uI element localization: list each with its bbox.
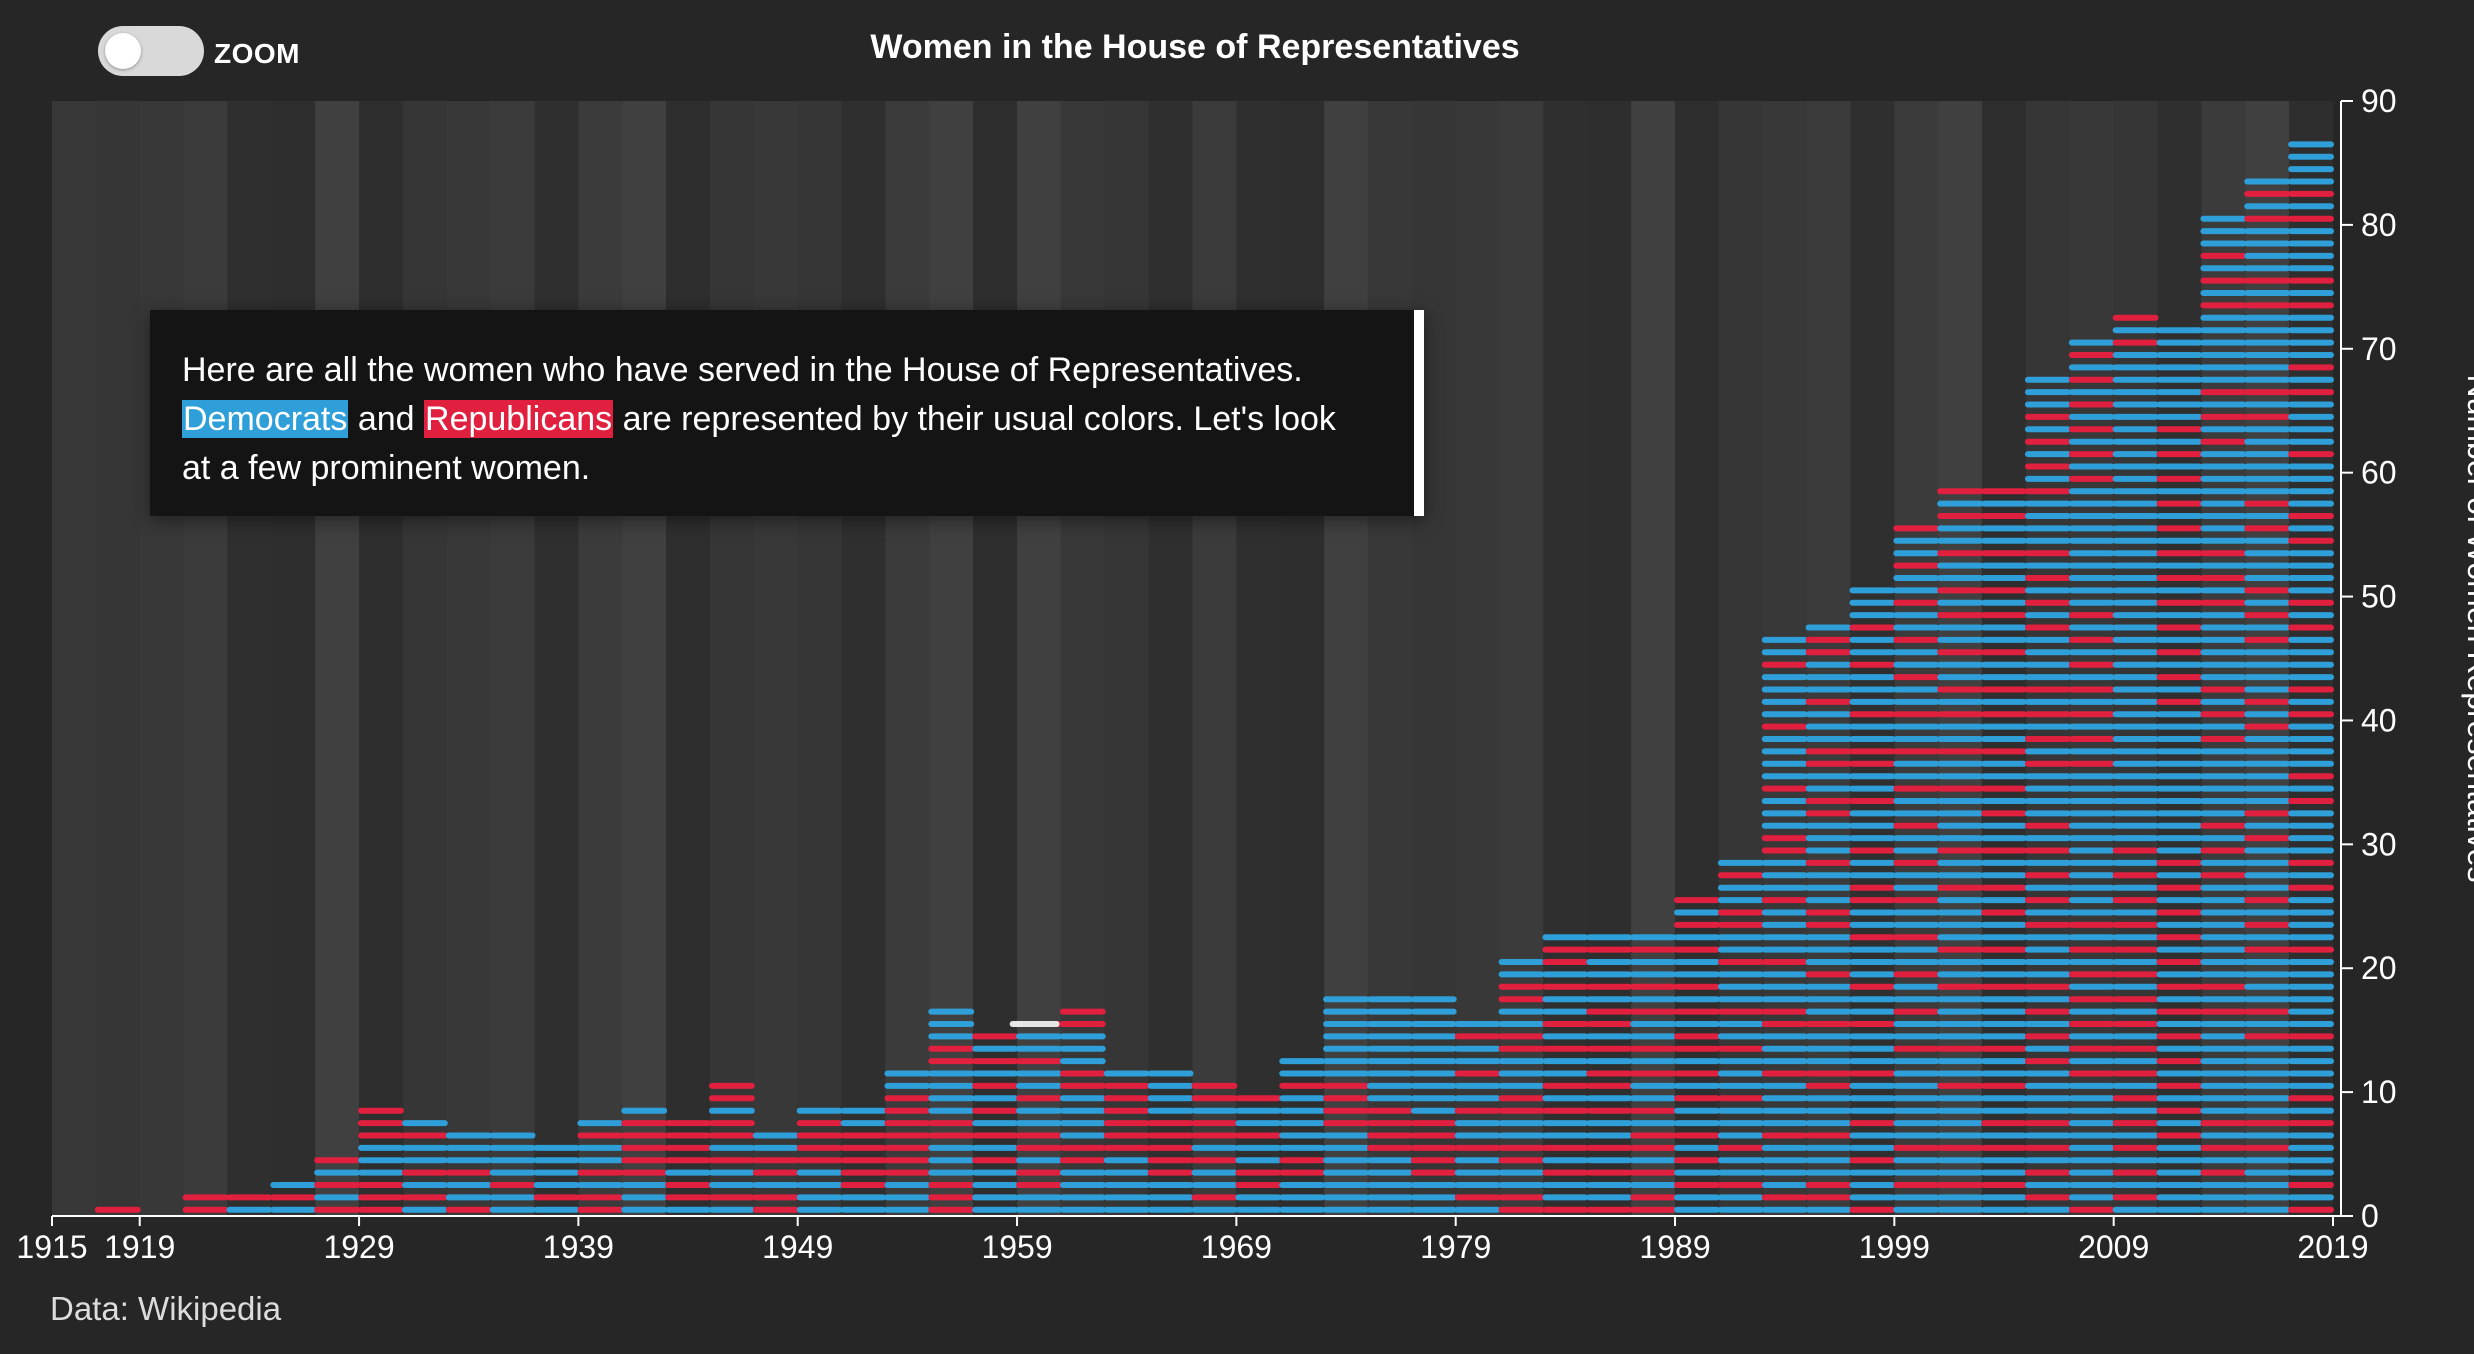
y-tick-label: 50 — [2361, 579, 2397, 615]
year-band — [446, 101, 491, 1216]
year-band — [95, 101, 140, 1216]
year-band — [1280, 101, 1325, 1216]
year-band — [1718, 101, 1763, 1216]
year-band — [1499, 101, 1544, 1216]
x-tick-label: 1959 — [981, 1229, 1052, 1265]
year-band — [1850, 101, 1895, 1216]
year-band — [1455, 101, 1500, 1216]
year-band — [315, 101, 360, 1216]
x-tick-label: 1919 — [104, 1229, 175, 1265]
y-tick-label: 10 — [2361, 1074, 2397, 1110]
x-tick-label: 1999 — [1859, 1229, 1930, 1265]
year-band — [2069, 101, 2114, 1216]
year-band — [1587, 101, 1632, 1216]
year-band — [622, 101, 667, 1216]
year-band — [1148, 101, 1193, 1216]
chart-title: Women in the House of Representatives — [870, 28, 1520, 66]
x-tick-label: 1979 — [1420, 1229, 1491, 1265]
x-tick-label: 1939 — [543, 1229, 614, 1265]
year-band — [1806, 101, 1851, 1216]
year-band — [1894, 101, 1939, 1216]
year-band — [183, 101, 228, 1216]
y-tick-label: 80 — [2361, 207, 2397, 243]
y-tick-label: 60 — [2361, 455, 2397, 491]
year-band — [1017, 101, 1061, 1216]
annotation-sentence-2: are represented by their usual colors. L… — [182, 400, 1336, 487]
x-tick-label: 1989 — [1639, 1229, 1710, 1265]
year-band — [1543, 101, 1588, 1216]
x-tick-label: 2019 — [2297, 1229, 2368, 1265]
x-tick-label: 1915 — [16, 1229, 87, 1265]
x-tick-label: 2009 — [2078, 1229, 2149, 1265]
year-band — [359, 101, 403, 1216]
year-band — [1324, 101, 1368, 1216]
year-band — [1938, 101, 1983, 1216]
year-band — [2157, 101, 2202, 1216]
year-band — [1762, 101, 1807, 1216]
year-band — [490, 101, 535, 1216]
annotation-connector: and — [357, 400, 415, 438]
year-band — [271, 101, 316, 1216]
year-band — [2201, 101, 2246, 1216]
zoom-toggle-label: ZOOM — [214, 38, 300, 69]
republicans-highlight: Republicans — [424, 400, 614, 438]
year-band — [2113, 101, 2158, 1216]
year-band — [2245, 101, 2290, 1216]
year-band — [666, 101, 710, 1216]
democrats-highlight: Democrats — [182, 400, 349, 438]
y-tick-label: 40 — [2361, 702, 2397, 738]
year-band — [2025, 101, 2070, 1216]
y-tick-label: 0 — [2361, 1198, 2379, 1234]
service-lines — [94, 141, 2334, 1213]
year-band — [885, 101, 930, 1216]
year-band — [52, 101, 96, 1216]
y-tick-label: 70 — [2361, 331, 2397, 367]
year-band — [841, 101, 886, 1216]
zoom-toggle[interactable] — [98, 26, 204, 76]
year-band — [227, 101, 272, 1216]
year-band — [1367, 101, 1412, 1216]
year-band — [1192, 101, 1237, 1216]
zoom-toggle-knob[interactable] — [105, 33, 141, 69]
year-band — [2289, 101, 2333, 1216]
annotation-sentence-1: Here are all the women who have served i… — [182, 351, 1303, 389]
year-band — [1060, 101, 1105, 1216]
year-band — [1411, 101, 1456, 1216]
x-tick-label: 1949 — [762, 1229, 833, 1265]
y-tick-label: 30 — [2361, 826, 2397, 862]
year-band — [929, 101, 974, 1216]
year-band — [1631, 101, 1676, 1216]
year-band — [973, 101, 1018, 1216]
year-band — [1675, 101, 1719, 1216]
year-band — [1236, 101, 1281, 1216]
y-axis-title: Number of Women Representatives — [2461, 374, 2474, 882]
year-band — [1104, 101, 1149, 1216]
annotation-box: Here are all the women who have served i… — [150, 310, 1424, 516]
x-tick-label: 1929 — [323, 1229, 394, 1265]
year-band — [797, 101, 842, 1216]
year-band — [139, 101, 184, 1216]
x-tick-label: 1969 — [1201, 1229, 1272, 1265]
year-band — [709, 101, 754, 1216]
year-band — [402, 101, 447, 1216]
data-source: Data: Wikipedia — [50, 1290, 282, 1327]
year-band — [1982, 101, 2026, 1216]
year-band — [753, 101, 798, 1216]
year-band — [578, 101, 623, 1216]
year-band — [534, 101, 579, 1216]
y-tick-label: 90 — [2361, 83, 2397, 119]
y-tick-label: 20 — [2361, 950, 2397, 986]
